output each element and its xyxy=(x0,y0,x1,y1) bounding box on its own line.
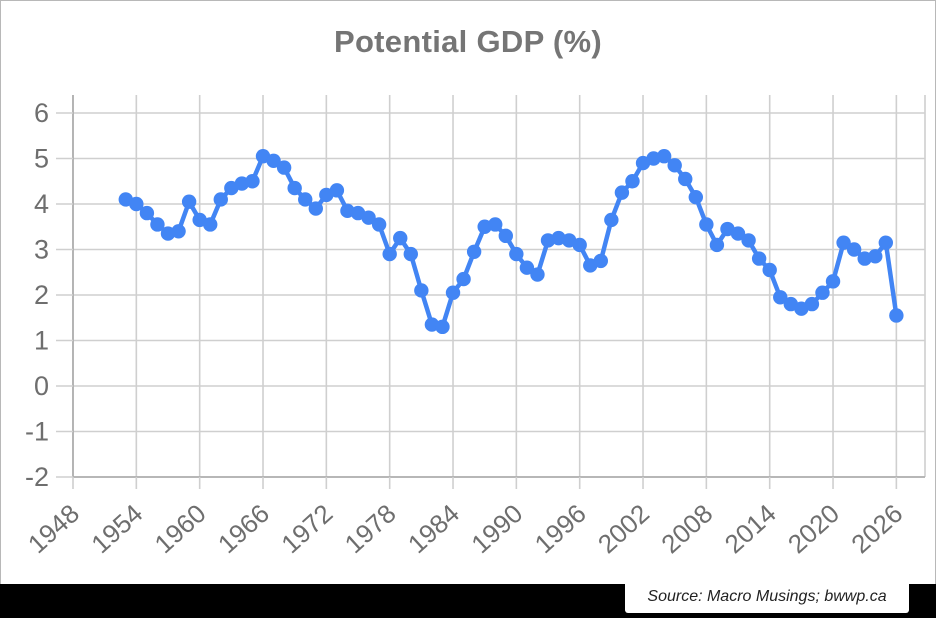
x-tick-label: 1972 xyxy=(275,498,338,559)
data-point xyxy=(741,233,756,248)
data-point xyxy=(678,171,693,187)
y-axis-labels: 6 5 4 3 2 1 0 -1 -2 xyxy=(25,98,73,492)
data-point xyxy=(308,201,323,216)
x-tick-label: 1966 xyxy=(212,498,275,559)
x-tick-label: 1960 xyxy=(149,498,212,559)
data-point xyxy=(298,192,313,207)
data-point xyxy=(150,217,165,232)
y-tick-label: 2 xyxy=(34,280,49,310)
x-tick-label: 2014 xyxy=(719,498,782,559)
data-point xyxy=(403,246,418,262)
y-tick-label: 3 xyxy=(34,235,49,265)
data-point xyxy=(393,230,408,246)
data-point xyxy=(129,196,144,212)
data-point xyxy=(456,271,471,287)
y-tick-label: 4 xyxy=(34,189,49,219)
data-point xyxy=(762,262,777,278)
data-point xyxy=(435,319,450,335)
data-point xyxy=(414,283,429,298)
data-point xyxy=(656,149,672,164)
x-tick-label: 1990 xyxy=(465,498,528,559)
data-point xyxy=(171,224,186,239)
data-point xyxy=(266,153,281,168)
x-tick-label: 2026 xyxy=(845,498,908,559)
data-point xyxy=(699,217,714,232)
x-tick-label: 2008 xyxy=(655,498,718,559)
x-axis-labels: 1948 1954 1960 1966 1972 1978 1984 1990 1996 2002… xyxy=(22,477,908,559)
x-tick-label: 1996 xyxy=(529,498,592,559)
data-point xyxy=(667,158,682,173)
data-point xyxy=(329,183,345,198)
data-point xyxy=(276,160,292,175)
data-point xyxy=(709,237,725,253)
data-series-potential-gdp xyxy=(118,149,904,335)
y-tick-label: 6 xyxy=(34,98,49,128)
data-point xyxy=(825,274,841,289)
data-point xyxy=(213,192,228,207)
x-tick-label: 2020 xyxy=(782,498,845,559)
data-point xyxy=(572,237,587,253)
chart-title: Potential GDP (%) xyxy=(333,24,603,59)
data-point xyxy=(181,194,197,209)
y-tick-label: -2 xyxy=(25,462,49,492)
data-point xyxy=(773,290,788,305)
data-point xyxy=(815,285,830,300)
axes xyxy=(72,95,925,478)
data-point xyxy=(488,217,503,232)
y-tick-label: 0 xyxy=(34,371,49,401)
data-point xyxy=(361,210,376,225)
data-point xyxy=(466,244,482,259)
vertical-gridlines xyxy=(72,95,926,477)
data-point xyxy=(836,235,851,250)
horizontal-gridlines xyxy=(73,112,925,478)
data-point xyxy=(445,285,461,300)
data-point xyxy=(614,185,630,200)
data-point xyxy=(604,212,619,228)
data-point xyxy=(593,253,608,269)
data-point xyxy=(139,205,155,221)
x-tick-label: 1948 xyxy=(22,498,85,559)
data-point xyxy=(878,235,894,250)
data-point xyxy=(868,249,883,264)
data-point xyxy=(382,246,397,262)
data-point xyxy=(530,267,545,282)
x-tick-label: 1954 xyxy=(85,498,148,559)
data-point xyxy=(688,189,704,205)
data-point xyxy=(730,226,746,241)
data-point xyxy=(498,228,513,244)
y-tick-label: 5 xyxy=(34,144,49,174)
data-point xyxy=(625,174,640,189)
x-tick-label: 1978 xyxy=(339,498,402,559)
y-tick-label: 1 xyxy=(34,326,49,356)
data-point xyxy=(509,246,524,262)
source-note-box: Source: Macro Musings; bwwp.ca xyxy=(625,581,909,613)
x-tick-label: 1984 xyxy=(402,498,465,559)
source-note-text: Source: Macro Musings; bwwp.ca xyxy=(647,588,887,605)
x-tick-label: 2002 xyxy=(592,498,655,559)
data-point xyxy=(889,308,904,323)
data-point xyxy=(846,242,862,257)
data-point xyxy=(287,180,302,196)
data-point xyxy=(371,217,387,232)
data-point xyxy=(203,217,218,232)
data-point xyxy=(751,251,767,266)
y-tick-label: -1 xyxy=(25,417,49,447)
data-point xyxy=(804,296,820,312)
data-point xyxy=(245,174,260,189)
data-point xyxy=(519,260,535,275)
